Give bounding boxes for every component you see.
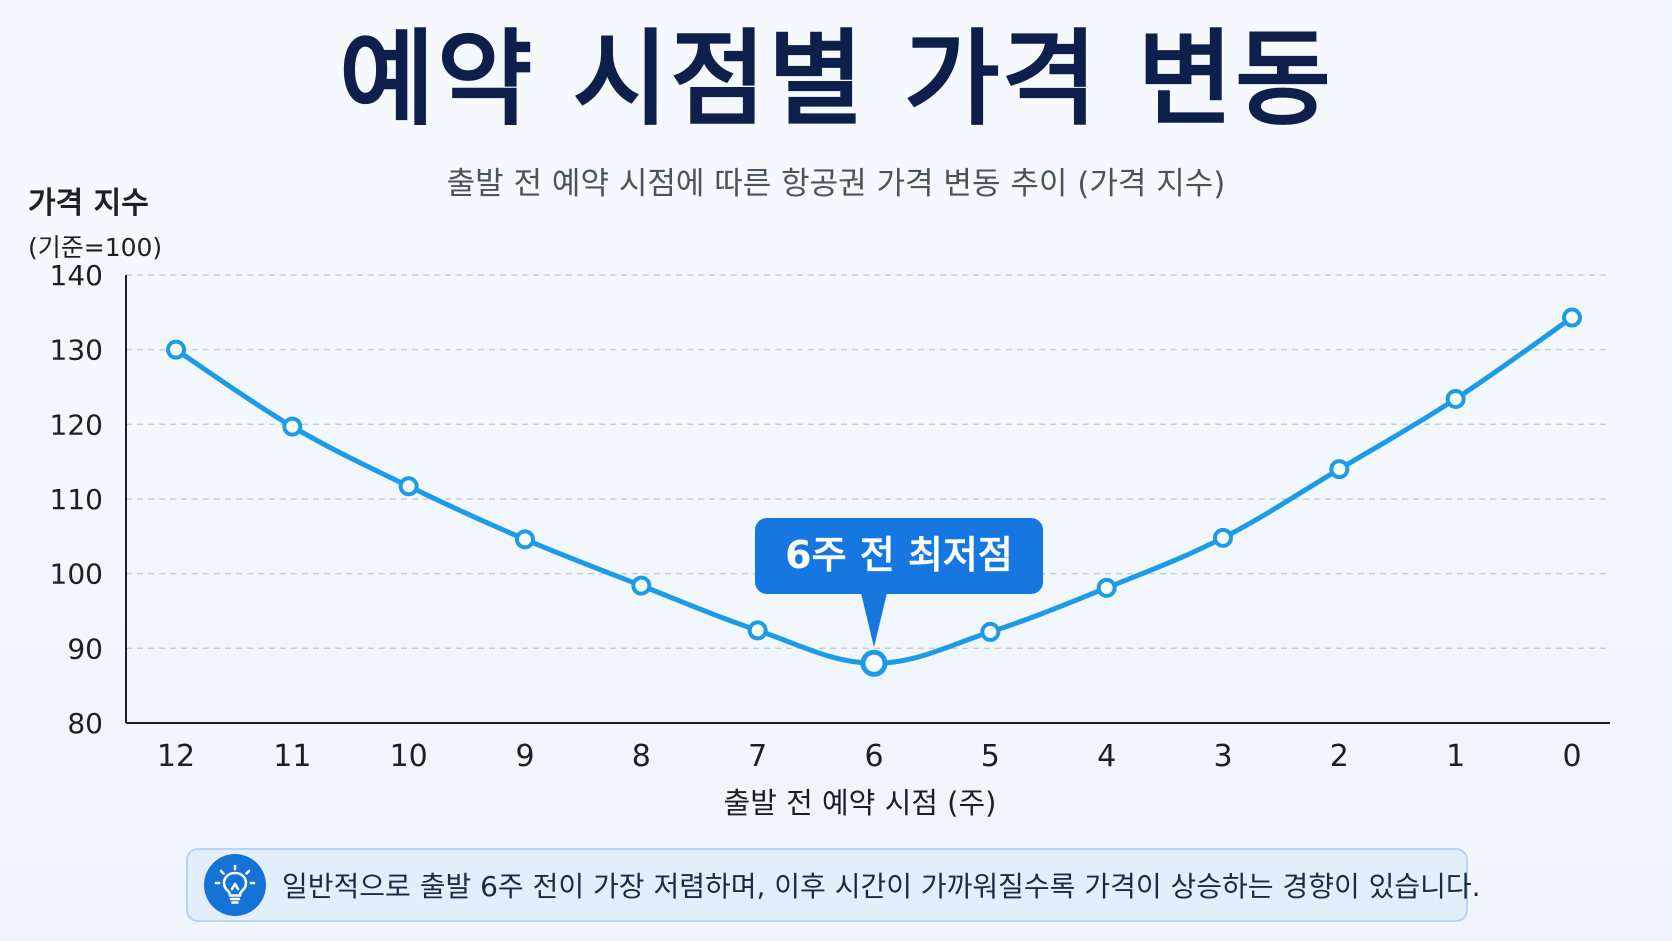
data-point [1213, 527, 1233, 548]
annotation-layer: 6주 전 최저점 [755, 518, 1043, 648]
data-point [1329, 459, 1350, 480]
x-tick-label: 7 [748, 739, 767, 774]
annotation-box [755, 518, 1043, 594]
data-point [747, 620, 768, 641]
axes [125, 275, 1610, 724]
data-point [282, 416, 303, 437]
x-tick-label: 5 [981, 739, 1000, 774]
x-tick-labels: 12 11 10 9 8 7 6 5 4 3 2 1 0 [157, 739, 1582, 774]
y-tick-label: 100 [50, 558, 103, 591]
data-point [860, 649, 888, 677]
x-tick-label: 0 [1562, 739, 1581, 774]
x-tick-label: 2 [1330, 739, 1349, 774]
y-axis-label: 가격 지수 [28, 186, 149, 221]
series-layer [166, 307, 1582, 677]
data-point [1445, 388, 1466, 409]
y-tick-label: 130 [50, 334, 103, 367]
data-point [515, 529, 535, 550]
data-point [980, 621, 1001, 642]
y-tick-label: 140 [50, 259, 103, 292]
data-point [631, 575, 652, 596]
x-axis-title: 출발 전 예약 시점 (주) [723, 786, 997, 820]
y-tick-label: 110 [50, 483, 103, 516]
data-point [1096, 577, 1117, 598]
x-tick-label: 10 [390, 739, 428, 774]
chart-title: 예약 시점별 가격 변동 [339, 18, 1333, 140]
x-tick-label: 8 [632, 739, 651, 774]
x-tick-label: 1 [1446, 739, 1465, 774]
x-tick-label: 4 [1097, 739, 1116, 774]
y-axis-sublabel: (기준=100) [28, 233, 163, 262]
x-tick-label: 11 [273, 739, 311, 774]
annotation-label: 6주 전 최저점 [785, 533, 1013, 577]
y-tick-label: 90 [67, 632, 103, 665]
chart-subtitle: 출발 전 예약 시점에 따른 항공권 가격 변동 추이 (가격 지수) [446, 166, 1226, 202]
y-tick-labels: 80 90 100 110 120 130 140 [50, 259, 103, 740]
x-tick-label: 3 [1213, 739, 1232, 774]
x-tick-label: 6 [864, 739, 883, 774]
y-tick-label: 80 [67, 707, 103, 740]
data-point [166, 339, 186, 360]
lightbulb-icon [204, 854, 266, 916]
y-axis-title: 가격 지수 (기준=100) [28, 178, 162, 264]
x-tick-label: 9 [515, 739, 534, 774]
insight-note-text: 일반적으로 출발 6주 전이 가장 저렴하며, 이후 시간이 가까워질수록 가격… [282, 870, 1481, 903]
data-point [398, 476, 419, 497]
x-tick-label: 12 [157, 739, 195, 774]
annotation-pointer [861, 593, 887, 648]
insight-note: 일반적으로 출발 6주 전이 가장 저렴하며, 이후 시간이 가까워질수록 가격… [186, 848, 1481, 922]
data-point [1562, 307, 1582, 328]
y-tick-label: 120 [50, 408, 103, 441]
